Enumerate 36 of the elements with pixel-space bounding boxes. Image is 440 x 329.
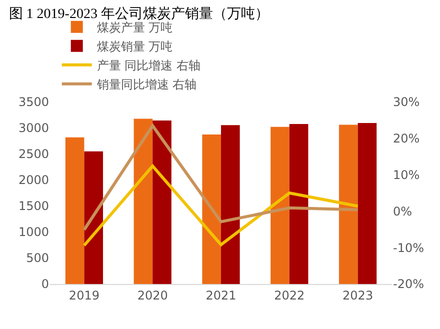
bar (221, 125, 240, 284)
x-tick-label: 2022 (274, 288, 305, 302)
x-tick-label: 2019 (68, 288, 100, 302)
x-tick-label: 2020 (137, 288, 168, 302)
line-series (82, 164, 360, 247)
legend-label: 煤炭销量 万吨 (96, 40, 173, 54)
y-tick-label: 3000 (18, 121, 49, 136)
line-series (82, 124, 360, 232)
y2-tick-label: 20% (393, 132, 420, 146)
bar (202, 134, 221, 284)
x-tick-label: 2021 (206, 288, 236, 302)
x-tick-label: 2023 (342, 288, 374, 302)
bar (270, 126, 290, 284)
y2-tick-label: -20% (393, 277, 424, 292)
bar (289, 124, 308, 284)
y2-tick-label: -10% (393, 240, 424, 255)
bar (65, 137, 84, 284)
bar (152, 120, 172, 284)
y-tick-label: 2500 (18, 147, 49, 162)
y-tick-label: 2000 (18, 173, 49, 188)
y-tick-label: 3500 (18, 95, 49, 110)
y-tick-label: 1500 (18, 199, 49, 214)
chart-title: 图 1 2019-2023 年公司煤炭产销量（万吨） (8, 6, 269, 22)
bar (338, 124, 358, 284)
bar (84, 151, 104, 284)
bar (358, 123, 377, 284)
legend-label: 煤炭产量 万吨 (96, 20, 173, 35)
legend-label: 销量同比增速 右轴 (96, 78, 197, 92)
bar (134, 118, 153, 284)
legend-label: 产量 同比增速 右轴 (96, 58, 200, 73)
y-tick-label: 0 (41, 277, 49, 292)
y-tick-label: 1000 (18, 225, 49, 240)
y2-tick-label: 30% (393, 95, 420, 110)
y-tick-label: 500 (26, 251, 49, 266)
y2-tick-label: 0% (393, 204, 412, 218)
y2-tick-label: 10% (393, 168, 420, 182)
